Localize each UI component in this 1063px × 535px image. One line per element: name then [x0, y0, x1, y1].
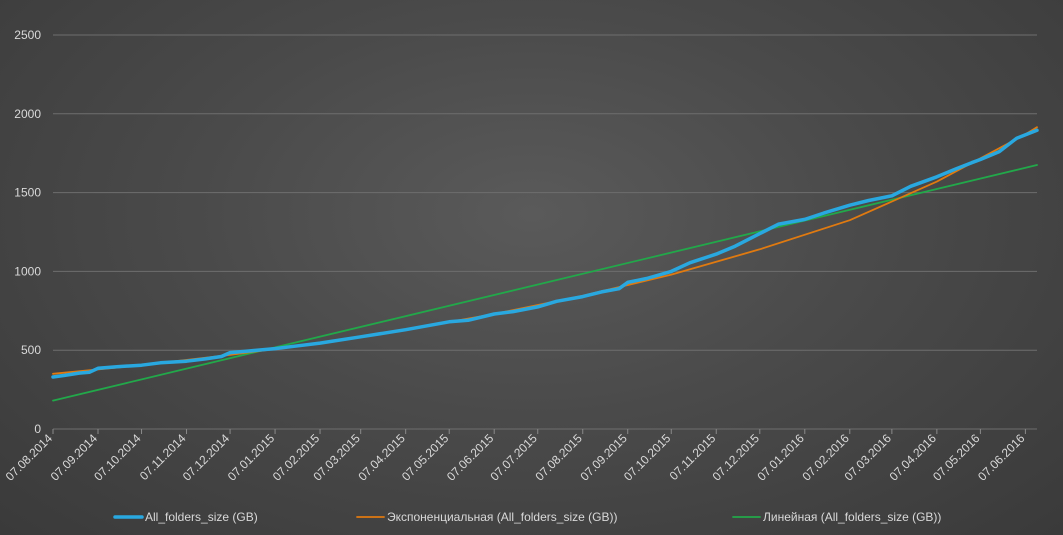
x-axis: 07.08.201407.09.201407.10.201407.11.2014… [3, 429, 1028, 484]
series-line-0 [51, 128, 1039, 379]
x-tick-label: 07.05.2016 [930, 431, 983, 484]
y-tick-label: 1000 [14, 264, 41, 278]
series-line-1 [52, 126, 1038, 375]
x-tick-label: 07.12.2014 [180, 431, 233, 484]
y-tick-label: 0 [34, 422, 41, 436]
y-tick-label: 1500 [14, 186, 41, 200]
legend-label: Линейная (All_folders_size (GB)) [763, 510, 941, 524]
x-tick-label: 07.06.2016 [975, 431, 1028, 484]
x-tick-label: 07.12.2015 [710, 431, 763, 484]
y-tick-label: 2000 [14, 107, 41, 121]
x-tick-label: 07.08.2015 [532, 431, 585, 484]
legend-label: All_folders_size (GB) [145, 510, 258, 524]
x-tick-label: 07.10.2015 [621, 431, 674, 484]
x-tick-label: 07.01.2016 [755, 431, 808, 484]
x-tick-label: 07.07.2015 [487, 431, 540, 484]
y-axis: 0 500 1000 1500 2000 2500 [14, 28, 41, 436]
y-tick-label: 2500 [14, 28, 41, 42]
legend-label: Экспоненциальная (All_folders_size (GB)) [387, 510, 617, 524]
x-tick-label: 07.05.2015 [399, 431, 452, 484]
x-tick-label: 07.08.2014 [3, 431, 56, 484]
series-line-2 [52, 164, 1038, 402]
x-tick-label: 07.10.2014 [91, 431, 144, 484]
grid [53, 34, 1037, 430]
series [51, 126, 1039, 402]
legend: All_folders_size (GB) Экспоненциальная (A… [113, 510, 941, 524]
y-tick-label: 500 [21, 343, 41, 357]
x-tick-label: 07.01.2015 [225, 431, 278, 484]
